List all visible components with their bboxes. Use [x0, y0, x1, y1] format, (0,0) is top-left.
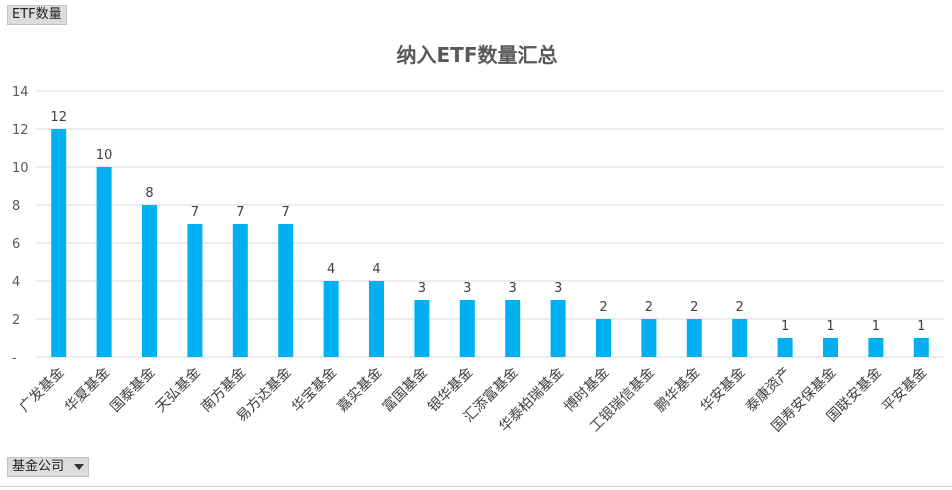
bar[interactable]	[459, 300, 475, 357]
bar[interactable]	[913, 338, 929, 357]
y-tick-label: 4	[12, 275, 20, 290]
bar[interactable]	[505, 300, 521, 357]
bar[interactable]	[596, 319, 611, 357]
data-label: 4	[327, 262, 335, 277]
data-label: 2	[690, 300, 698, 315]
data-label: 1	[872, 319, 880, 334]
chevron-down-icon[interactable]	[74, 464, 85, 470]
x-tick-label: 富国基金	[379, 364, 431, 416]
x-tick-label: 嘉实基金	[334, 364, 386, 416]
bar[interactable]	[232, 224, 248, 357]
data-label: 3	[554, 281, 562, 296]
x-tick-label: 华夏基金	[61, 364, 113, 416]
row-field-label: 基金公司	[12, 459, 65, 474]
value-field-label: ETF数量	[12, 7, 62, 22]
data-label: 10	[96, 148, 113, 163]
value-field-button[interactable]: ETF数量	[7, 5, 67, 25]
data-label: 12	[50, 110, 67, 125]
bar[interactable]	[323, 281, 339, 357]
bar[interactable]	[823, 338, 838, 357]
y-tick-label: 14	[12, 85, 29, 100]
data-label: 3	[418, 281, 426, 296]
bar[interactable]	[732, 319, 748, 357]
data-label: 3	[509, 281, 517, 296]
x-tick-label: 国泰基金	[107, 364, 159, 416]
bar[interactable]	[187, 224, 203, 357]
x-tick-label: 广发基金	[16, 364, 68, 416]
bar[interactable]	[777, 338, 793, 357]
bar[interactable]	[686, 319, 702, 357]
y-tick-label: 6	[12, 237, 20, 252]
data-label: 3	[463, 281, 471, 296]
x-tick-label: 华安基金	[697, 364, 749, 416]
data-label: 8	[145, 186, 153, 201]
chart-title: 纳入ETF数量汇总	[397, 43, 558, 67]
y-tick-label: 12	[12, 123, 29, 138]
data-label: 1	[781, 319, 789, 334]
data-label: 1	[826, 319, 834, 334]
y-tick-label: -	[12, 351, 17, 366]
y-tick-label: 8	[12, 199, 20, 214]
data-label: 4	[372, 262, 380, 277]
bar[interactable]	[641, 319, 657, 357]
row-field-button[interactable]: 基金公司	[7, 457, 90, 477]
data-label: 7	[191, 205, 199, 220]
data-label: 7	[282, 205, 290, 220]
data-label: 2	[645, 300, 653, 315]
y-tick-label: 10	[12, 161, 29, 176]
data-label: 2	[599, 300, 607, 315]
x-tick-label: 平安基金	[879, 364, 931, 416]
x-tick-label: 鹏华基金	[652, 364, 704, 416]
bar[interactable]	[142, 205, 157, 357]
y-tick-label: 2	[12, 313, 20, 328]
bar[interactable]	[51, 129, 67, 357]
bar[interactable]	[550, 300, 566, 357]
x-tick-label: 华宝基金	[288, 364, 340, 416]
bar[interactable]	[414, 300, 430, 357]
data-label: 1	[917, 319, 925, 334]
bar[interactable]	[278, 224, 294, 357]
data-label: 2	[736, 300, 744, 315]
divider	[0, 486, 952, 487]
data-label: 7	[236, 205, 244, 220]
x-tick-label: 天弘基金	[152, 364, 204, 416]
bar[interactable]	[868, 338, 884, 357]
bar[interactable]	[369, 281, 384, 357]
bar[interactable]	[96, 167, 112, 357]
